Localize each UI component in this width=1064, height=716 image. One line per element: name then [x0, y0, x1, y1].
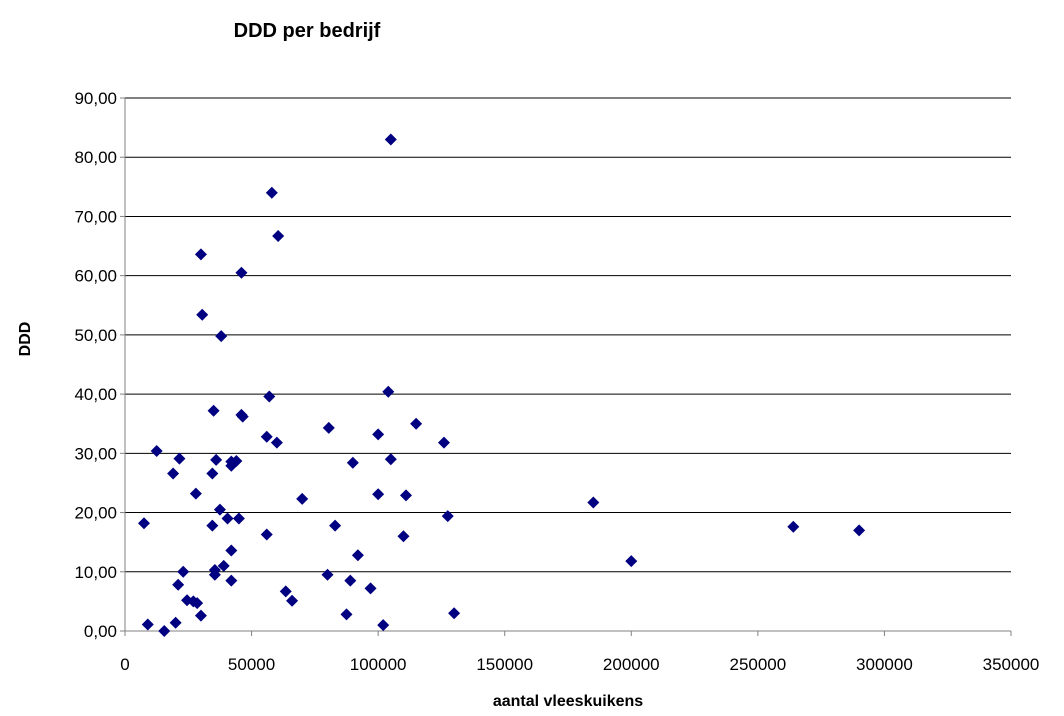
data-point [296, 492, 309, 505]
data-points [137, 133, 866, 637]
y-tick-label: 90,00 [74, 89, 117, 108]
data-point [194, 248, 207, 261]
gridlines [125, 97, 1011, 573]
data-point [272, 229, 285, 242]
data-point [206, 519, 219, 532]
y-tick-label: 70,00 [74, 207, 117, 226]
data-point [215, 330, 228, 343]
data-point [587, 496, 600, 509]
data-point [158, 625, 171, 637]
data-point [437, 436, 450, 449]
x-tick-label: 50000 [228, 655, 275, 674]
data-point [235, 266, 248, 279]
data-point [364, 582, 377, 595]
data-point [172, 578, 185, 591]
data-point [207, 404, 220, 417]
data-point [177, 565, 190, 578]
data-point [137, 517, 150, 530]
data-point [232, 512, 245, 525]
data-point [225, 544, 238, 557]
data-point [150, 444, 163, 457]
data-point [286, 594, 299, 607]
data-point [346, 456, 359, 469]
data-point [225, 459, 238, 472]
y-tick-label: 80,00 [74, 148, 117, 167]
data-point [410, 417, 423, 430]
y-tick-label: 10,00 [74, 563, 117, 582]
data-point [169, 616, 182, 629]
x-tick-label: 250000 [729, 655, 786, 674]
data-point [382, 385, 395, 398]
data-point [279, 585, 292, 598]
data-point [372, 428, 385, 441]
data-point [441, 510, 454, 523]
data-point [236, 410, 249, 423]
y-axis-title: DDD [17, 322, 34, 357]
data-point [206, 467, 219, 480]
data-point [384, 453, 397, 466]
x-tick-label: 200000 [603, 655, 660, 674]
data-point [329, 519, 342, 532]
data-point [263, 390, 276, 403]
data-point [191, 597, 204, 610]
data-point [340, 608, 353, 621]
data-point [344, 574, 357, 587]
data-point [448, 607, 461, 620]
data-point [194, 609, 207, 622]
data-point [377, 619, 390, 632]
y-tick-label: 60,00 [74, 267, 117, 286]
data-point [270, 436, 283, 449]
x-tick-label: 300000 [856, 655, 913, 674]
x-axis-title: aantal vleeskuikens [493, 693, 643, 710]
data-point [173, 452, 186, 465]
x-tick-labels: 0 50000 100000 150000 200000 250000 300000 3500… [120, 655, 1039, 674]
data-point [351, 549, 364, 562]
data-point [189, 487, 202, 500]
data-point [372, 488, 385, 501]
data-point [208, 568, 221, 581]
data-point [321, 568, 334, 581]
data-point [399, 489, 412, 502]
y-tick-label: 0,00 [84, 622, 117, 641]
x-tick-label: 0 [120, 655, 129, 674]
y-tick-label: 40,00 [74, 385, 117, 404]
data-point [167, 467, 180, 480]
data-point [213, 503, 226, 516]
x-tick-label: 350000 [983, 655, 1040, 674]
chart-title: DDD per bedrijf [234, 20, 381, 42]
y-tick-label: 20,00 [74, 504, 117, 523]
axes [120, 97, 1012, 636]
x-tick-label: 100000 [350, 655, 407, 674]
data-point [853, 524, 866, 537]
data-point [260, 528, 273, 541]
y-tick-labels: 0,00 10,00 20,00 30,00 40,00 50,00 60,00 70,00 8… [74, 89, 117, 641]
data-point [787, 520, 800, 533]
data-point [384, 133, 397, 146]
y-tick-label: 30,00 [74, 444, 117, 463]
data-point [210, 453, 223, 466]
data-point [217, 559, 230, 572]
data-point [397, 530, 410, 543]
x-tick-label: 150000 [476, 655, 533, 674]
data-point [265, 186, 278, 199]
data-point [221, 512, 234, 525]
data-point [225, 574, 238, 587]
data-point [196, 308, 209, 321]
y-tick-label: 50,00 [74, 326, 117, 345]
data-point [625, 555, 638, 568]
data-point [260, 430, 273, 443]
data-point [141, 618, 154, 631]
data-point [322, 421, 335, 434]
